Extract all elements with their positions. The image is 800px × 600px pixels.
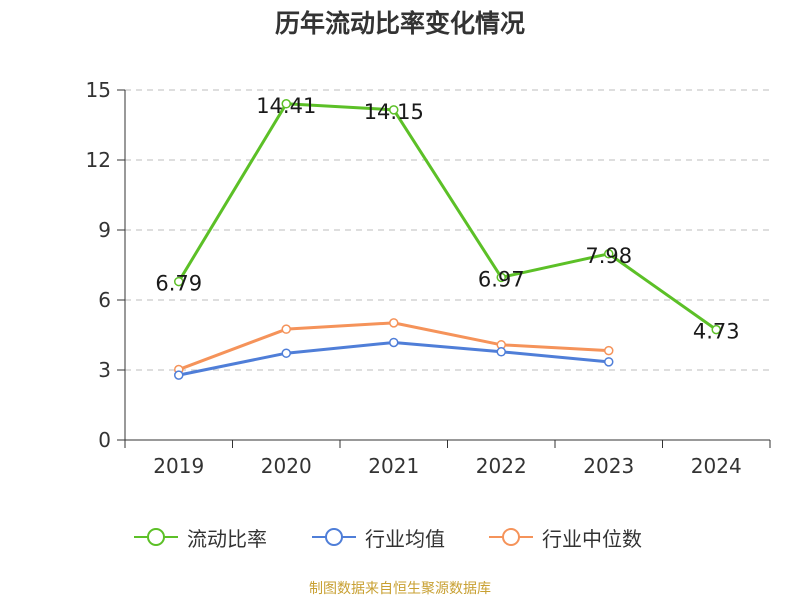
data-label: 14.41: [256, 94, 316, 118]
data-label: 14.15: [364, 100, 424, 124]
legend-line-circle-icon: [489, 528, 533, 546]
series-industry-mean-point: [496, 347, 506, 357]
legend-item-current-ratio[interactable]: 流动比率: [133, 520, 267, 554]
y-tick-label: 9: [98, 218, 111, 242]
data-label: 6.97: [478, 267, 525, 291]
series-current-ratio-point: [711, 324, 721, 335]
legend-label: 行业中位数: [542, 526, 642, 551]
series-current-ratio-line: [177, 102, 718, 331]
series-industry-median-point: [281, 324, 291, 334]
series-current-ratio-point: [174, 276, 184, 287]
chart-title: 历年流动比率变化情况: [274, 9, 525, 38]
series-industry-mean-point: [174, 370, 184, 380]
series-industry-median-point: [389, 318, 399, 328]
legend-line-circle-icon: [312, 528, 356, 546]
axes: 0 3 6 9 12 15 2019 2020 2021 2022 2023 2024: [86, 78, 771, 478]
data-label: 4.73: [693, 320, 740, 344]
y-tick-label: 6: [98, 288, 111, 312]
legend-item-industry-mean[interactable]: 行业均值: [311, 520, 445, 554]
x-tick-label: 2022: [476, 454, 527, 478]
legend-line-circle-icon: [134, 528, 178, 546]
data-label: 6.79: [155, 272, 202, 296]
legend-label: 流动比率: [187, 526, 267, 551]
gridlines: [125, 89, 770, 371]
x-tick-label: 2021: [368, 454, 419, 478]
x-tick-label: 2023: [583, 454, 634, 478]
legend-item-industry-median[interactable]: 行业中位数: [488, 520, 642, 554]
series-current-ratio-point: [604, 249, 614, 259]
series-industry-median-point: [604, 345, 614, 356]
series-industry-mean-point: [604, 357, 614, 367]
data-labels: 6.79 14.41 14.15 6.97 7.98 4.73: [155, 94, 739, 344]
y-tick-label: 0: [98, 428, 111, 452]
series-current-ratio-point: [389, 105, 399, 115]
series-industry-mean-point: [389, 337, 399, 348]
data-label: 7.98: [585, 244, 632, 268]
series-lines: [174, 99, 721, 380]
y-tick-label: 3: [98, 358, 111, 382]
y-tick-label: 12: [86, 148, 111, 172]
source-note: 制图数据来自恒生聚源数据库: [309, 581, 491, 597]
series-industry-mean-point: [281, 348, 291, 358]
x-tick-label: 2020: [261, 454, 312, 478]
x-tick-label: 2024: [691, 454, 742, 478]
x-tick-label: 2019: [153, 454, 204, 478]
y-tick-label: 15: [86, 78, 111, 102]
legend-label: 行业均值: [365, 526, 445, 551]
series-current-ratio-point: [496, 272, 506, 283]
series-current-ratio-point: [281, 99, 291, 109]
